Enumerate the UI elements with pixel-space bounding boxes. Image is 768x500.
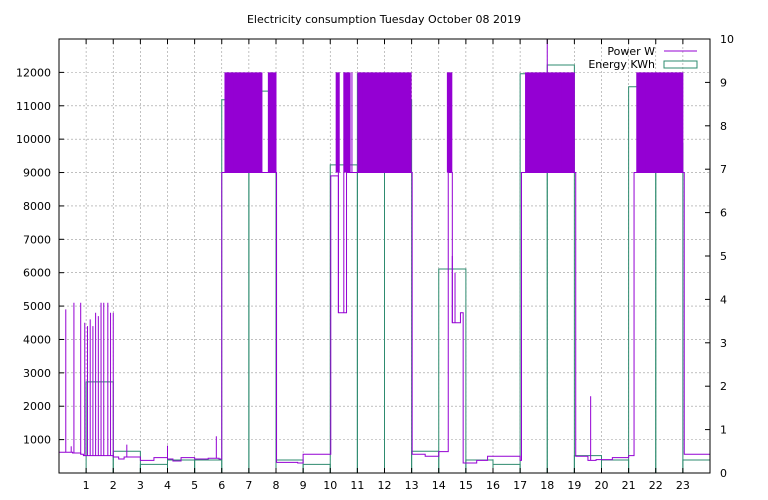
y-left-tick-label: 5000 xyxy=(23,300,51,313)
x-tick-label: 16 xyxy=(486,479,500,492)
x-tick-label: 14 xyxy=(432,479,446,492)
x-tick-label: 6 xyxy=(218,479,225,492)
legend: Power W Energy KWh xyxy=(588,45,698,71)
y-right-tick-label: 3 xyxy=(720,337,727,350)
x-tick-label: 2 xyxy=(110,479,117,492)
x-tick-label: 10 xyxy=(323,479,337,492)
x-tick-label: 8 xyxy=(273,479,280,492)
energy-bar xyxy=(302,463,331,473)
y-left-tick-label: 7000 xyxy=(23,233,51,246)
y-right-tick-label: 7 xyxy=(720,163,727,176)
legend-label-power: Power W xyxy=(607,45,655,58)
energy-bar xyxy=(655,142,684,473)
y-left-tick-label: 6000 xyxy=(23,267,51,280)
power-line xyxy=(59,39,710,464)
y-right-tick-label: 0 xyxy=(720,467,727,480)
y-right-tick-label: 10 xyxy=(720,33,734,46)
y-right-tick-label: 9 xyxy=(720,76,727,89)
y-right-tick-label: 5 xyxy=(720,250,727,263)
y-right-tick-label: 6 xyxy=(720,207,727,220)
y-right-tick-label: 2 xyxy=(720,380,727,393)
y-left-tick-label: 4000 xyxy=(23,333,51,346)
energy-bar xyxy=(682,459,711,473)
x-tick-label: 5 xyxy=(191,479,198,492)
power-dense-band xyxy=(224,72,263,173)
chart-title: Electricity consumption Tuesday October … xyxy=(247,13,521,26)
y-left-tick-label: 2000 xyxy=(23,400,51,413)
power-dense-band xyxy=(343,72,351,173)
power-dense-band xyxy=(636,72,683,173)
x-tick-label: 7 xyxy=(245,479,252,492)
axis-ticks: 1 2 3 4 5 6 7 8 9 10 11 12 13 14 15 16 17 18 19 20 21 22 23100… xyxy=(16,33,734,492)
x-tick-label: 11 xyxy=(350,479,364,492)
energy-bar xyxy=(546,64,575,473)
x-tick-label: 17 xyxy=(513,479,527,492)
x-tick-label: 3 xyxy=(137,479,144,492)
power-dense-band xyxy=(335,72,340,173)
x-tick-label: 22 xyxy=(649,479,663,492)
energy-bar xyxy=(465,459,494,473)
x-tick-label: 18 xyxy=(540,479,554,492)
y-left-tick-label: 8000 xyxy=(23,200,51,213)
x-tick-label: 12 xyxy=(378,479,392,492)
x-tick-label: 15 xyxy=(459,479,473,492)
x-tick-label: 21 xyxy=(622,479,636,492)
power-dense-band xyxy=(525,72,575,173)
x-tick-label: 13 xyxy=(405,479,419,492)
x-tick-label: 9 xyxy=(300,479,307,492)
y-left-tick-label: 9000 xyxy=(23,167,51,180)
energy-bar xyxy=(601,459,630,473)
y-right-tick-label: 4 xyxy=(720,293,727,306)
x-tick-label: 1 xyxy=(83,479,90,492)
energy-bar xyxy=(139,463,168,473)
x-tick-label: 19 xyxy=(567,479,581,492)
y-left-tick-label: 3000 xyxy=(23,367,51,380)
legend-label-energy: Energy KWh xyxy=(588,58,655,71)
y-left-tick-label: 10000 xyxy=(16,133,51,146)
y-right-tick-label: 8 xyxy=(720,120,727,133)
x-tick-label: 20 xyxy=(595,479,609,492)
y-left-tick-label: 12000 xyxy=(16,66,51,79)
y-left-tick-label: 1000 xyxy=(23,434,51,447)
y-left-tick-label: 11000 xyxy=(16,100,51,113)
energy-bar xyxy=(194,459,223,473)
x-tick-label: 4 xyxy=(164,479,171,492)
power-baseline xyxy=(59,172,710,464)
energy-bar xyxy=(167,459,196,473)
legend-swatch-energy xyxy=(663,60,698,69)
x-tick-label: 23 xyxy=(676,479,690,492)
power-dense-band xyxy=(267,72,276,173)
energy-bar xyxy=(492,463,521,473)
y-right-tick-label: 1 xyxy=(720,424,727,437)
